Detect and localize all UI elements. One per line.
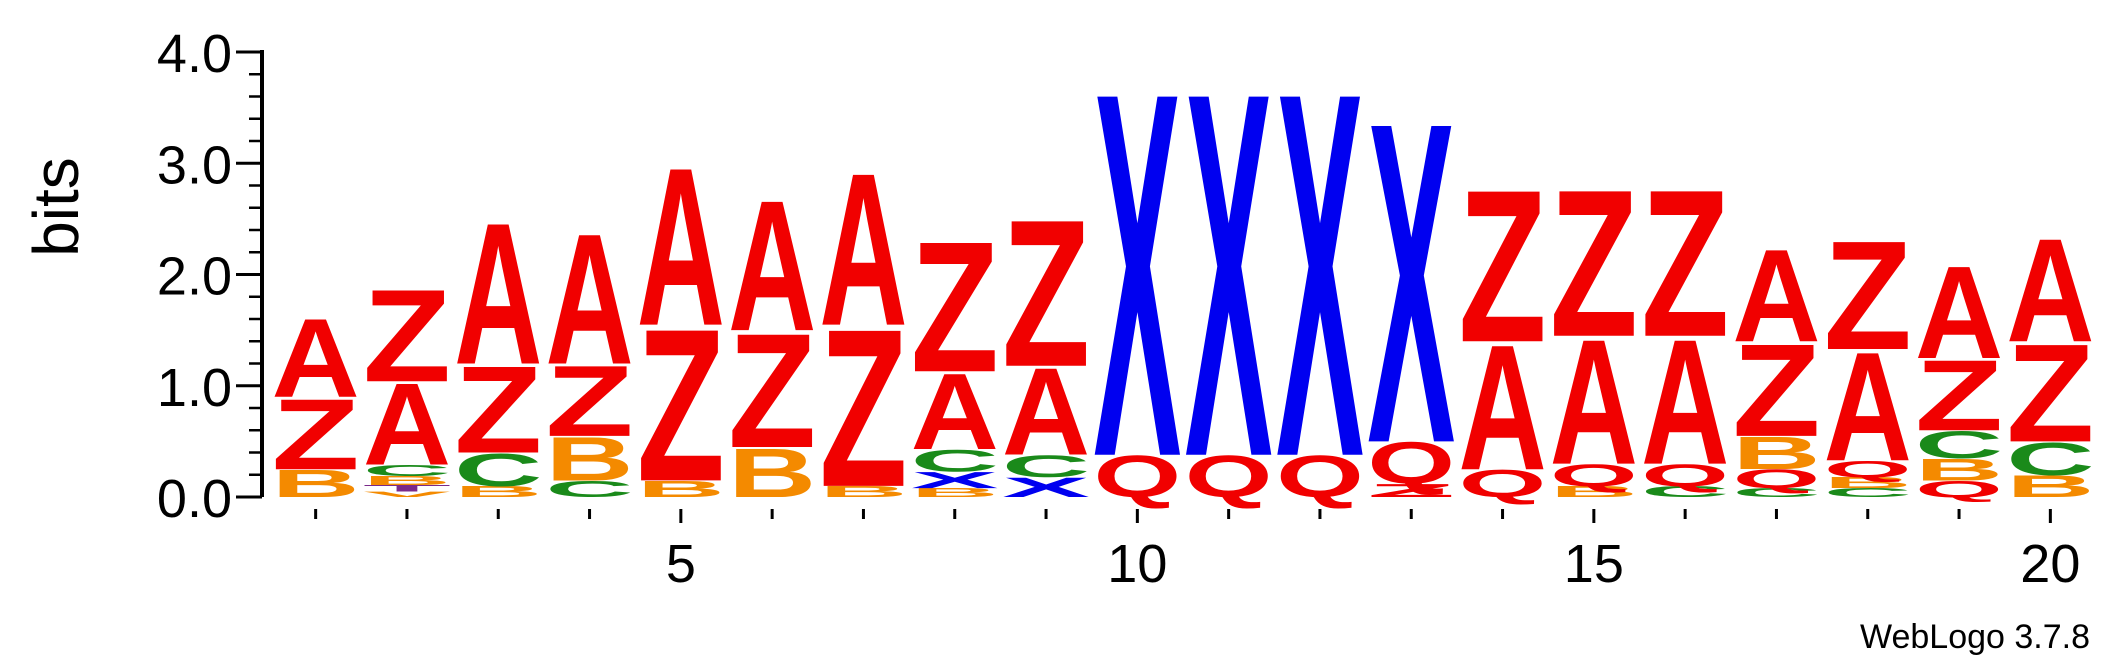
- glyph-A: A: [454, 182, 542, 407]
- x-tick-label: 15: [1564, 534, 1624, 594]
- glyph-A: A: [1915, 239, 2003, 386]
- logo-column-3: BCZA: [454, 182, 542, 500]
- glyph-Z: Z: [1550, 147, 1638, 381]
- glyph-letter: A: [2006, 207, 2094, 373]
- glyph-A: A: [1732, 222, 1820, 369]
- glyph-letter: A: [1915, 239, 2003, 386]
- glyph-letter: Z: [1641, 147, 1729, 381]
- glyph-letter: Z: [1458, 146, 1546, 389]
- logo-column-5: BZA: [637, 122, 725, 528]
- glyph-letter: A: [728, 162, 816, 370]
- y-tick-label: 4.0: [157, 24, 232, 84]
- glyph-Z: Z: [1458, 146, 1546, 389]
- glyph-A: A: [545, 196, 633, 404]
- glyph-Z: Z: [1824, 208, 1912, 382]
- logo-column-10: QX: [1093, 0, 1181, 566]
- x-tick-label: 5: [666, 534, 696, 594]
- glyph-A: A: [637, 122, 725, 373]
- glyph-X: X: [1185, 0, 1273, 566]
- y-tick-label: 1.0: [157, 358, 232, 418]
- logo-column-1: BZA: [272, 296, 360, 506]
- glyph-X: X: [1276, 0, 1364, 566]
- glyph-X: X: [1094, 0, 1182, 566]
- glyph-A: A: [728, 162, 816, 370]
- logo-column-14: QAZ: [1458, 146, 1546, 508]
- glyph-letter: A: [637, 122, 725, 373]
- glyph-Z: Z: [1002, 177, 1090, 411]
- glyph-letter: Z: [1550, 147, 1638, 381]
- weblogo-version-label: WebLogo 3.7.8: [1860, 618, 2090, 656]
- glyph-stacks: BZAVTBCAZBCZACBZABZABZABZABXCAZXCAZQX QX Q…: [272, 0, 2095, 566]
- logo-column-6: BZA: [728, 162, 816, 512]
- glyph-letter: Z: [1002, 177, 1090, 411]
- glyph-letter: Z: [1824, 208, 1912, 382]
- y-axis-label: bits: [20, 157, 92, 257]
- glyph-A: A: [272, 296, 360, 421]
- logo-column-18: CBQAZ: [1824, 208, 1912, 500]
- logo-column-7: BZA: [819, 129, 907, 535]
- glyph-letter: Z: [363, 263, 451, 410]
- x-tick-label: 10: [1107, 534, 1167, 594]
- glyph-Z: Z: [363, 263, 451, 410]
- x-tick-label: 20: [2020, 534, 2080, 594]
- logo-column-11: QX: [1185, 0, 1273, 566]
- glyph-letter: X: [1185, 0, 1273, 566]
- glyph-A: A: [819, 129, 907, 372]
- glyph-letter: Z: [911, 204, 999, 412]
- y-tick-label: 3.0: [157, 135, 232, 195]
- glyph-letter: A: [819, 129, 907, 372]
- y-tick-label: 0.0: [157, 469, 232, 529]
- logo-column-12: QX: [1276, 0, 1364, 566]
- glyph-letter: A: [1732, 222, 1820, 369]
- glyph-Z: Z: [911, 204, 999, 412]
- glyph-letter: A: [454, 182, 542, 407]
- glyph-letter: X: [1094, 0, 1182, 566]
- glyph-letter: A: [272, 296, 360, 421]
- glyph-letter: X: [1367, 28, 1455, 539]
- y-tick-label: 2.0: [157, 247, 232, 307]
- glyph-letter: A: [545, 196, 633, 404]
- glyph-letter: X: [1276, 0, 1364, 566]
- glyph-A: A: [2006, 207, 2094, 373]
- glyph-Z: Z: [1641, 147, 1729, 381]
- logo-column-13: ZQX: [1367, 28, 1456, 539]
- glyph-X: X: [1367, 28, 1455, 539]
